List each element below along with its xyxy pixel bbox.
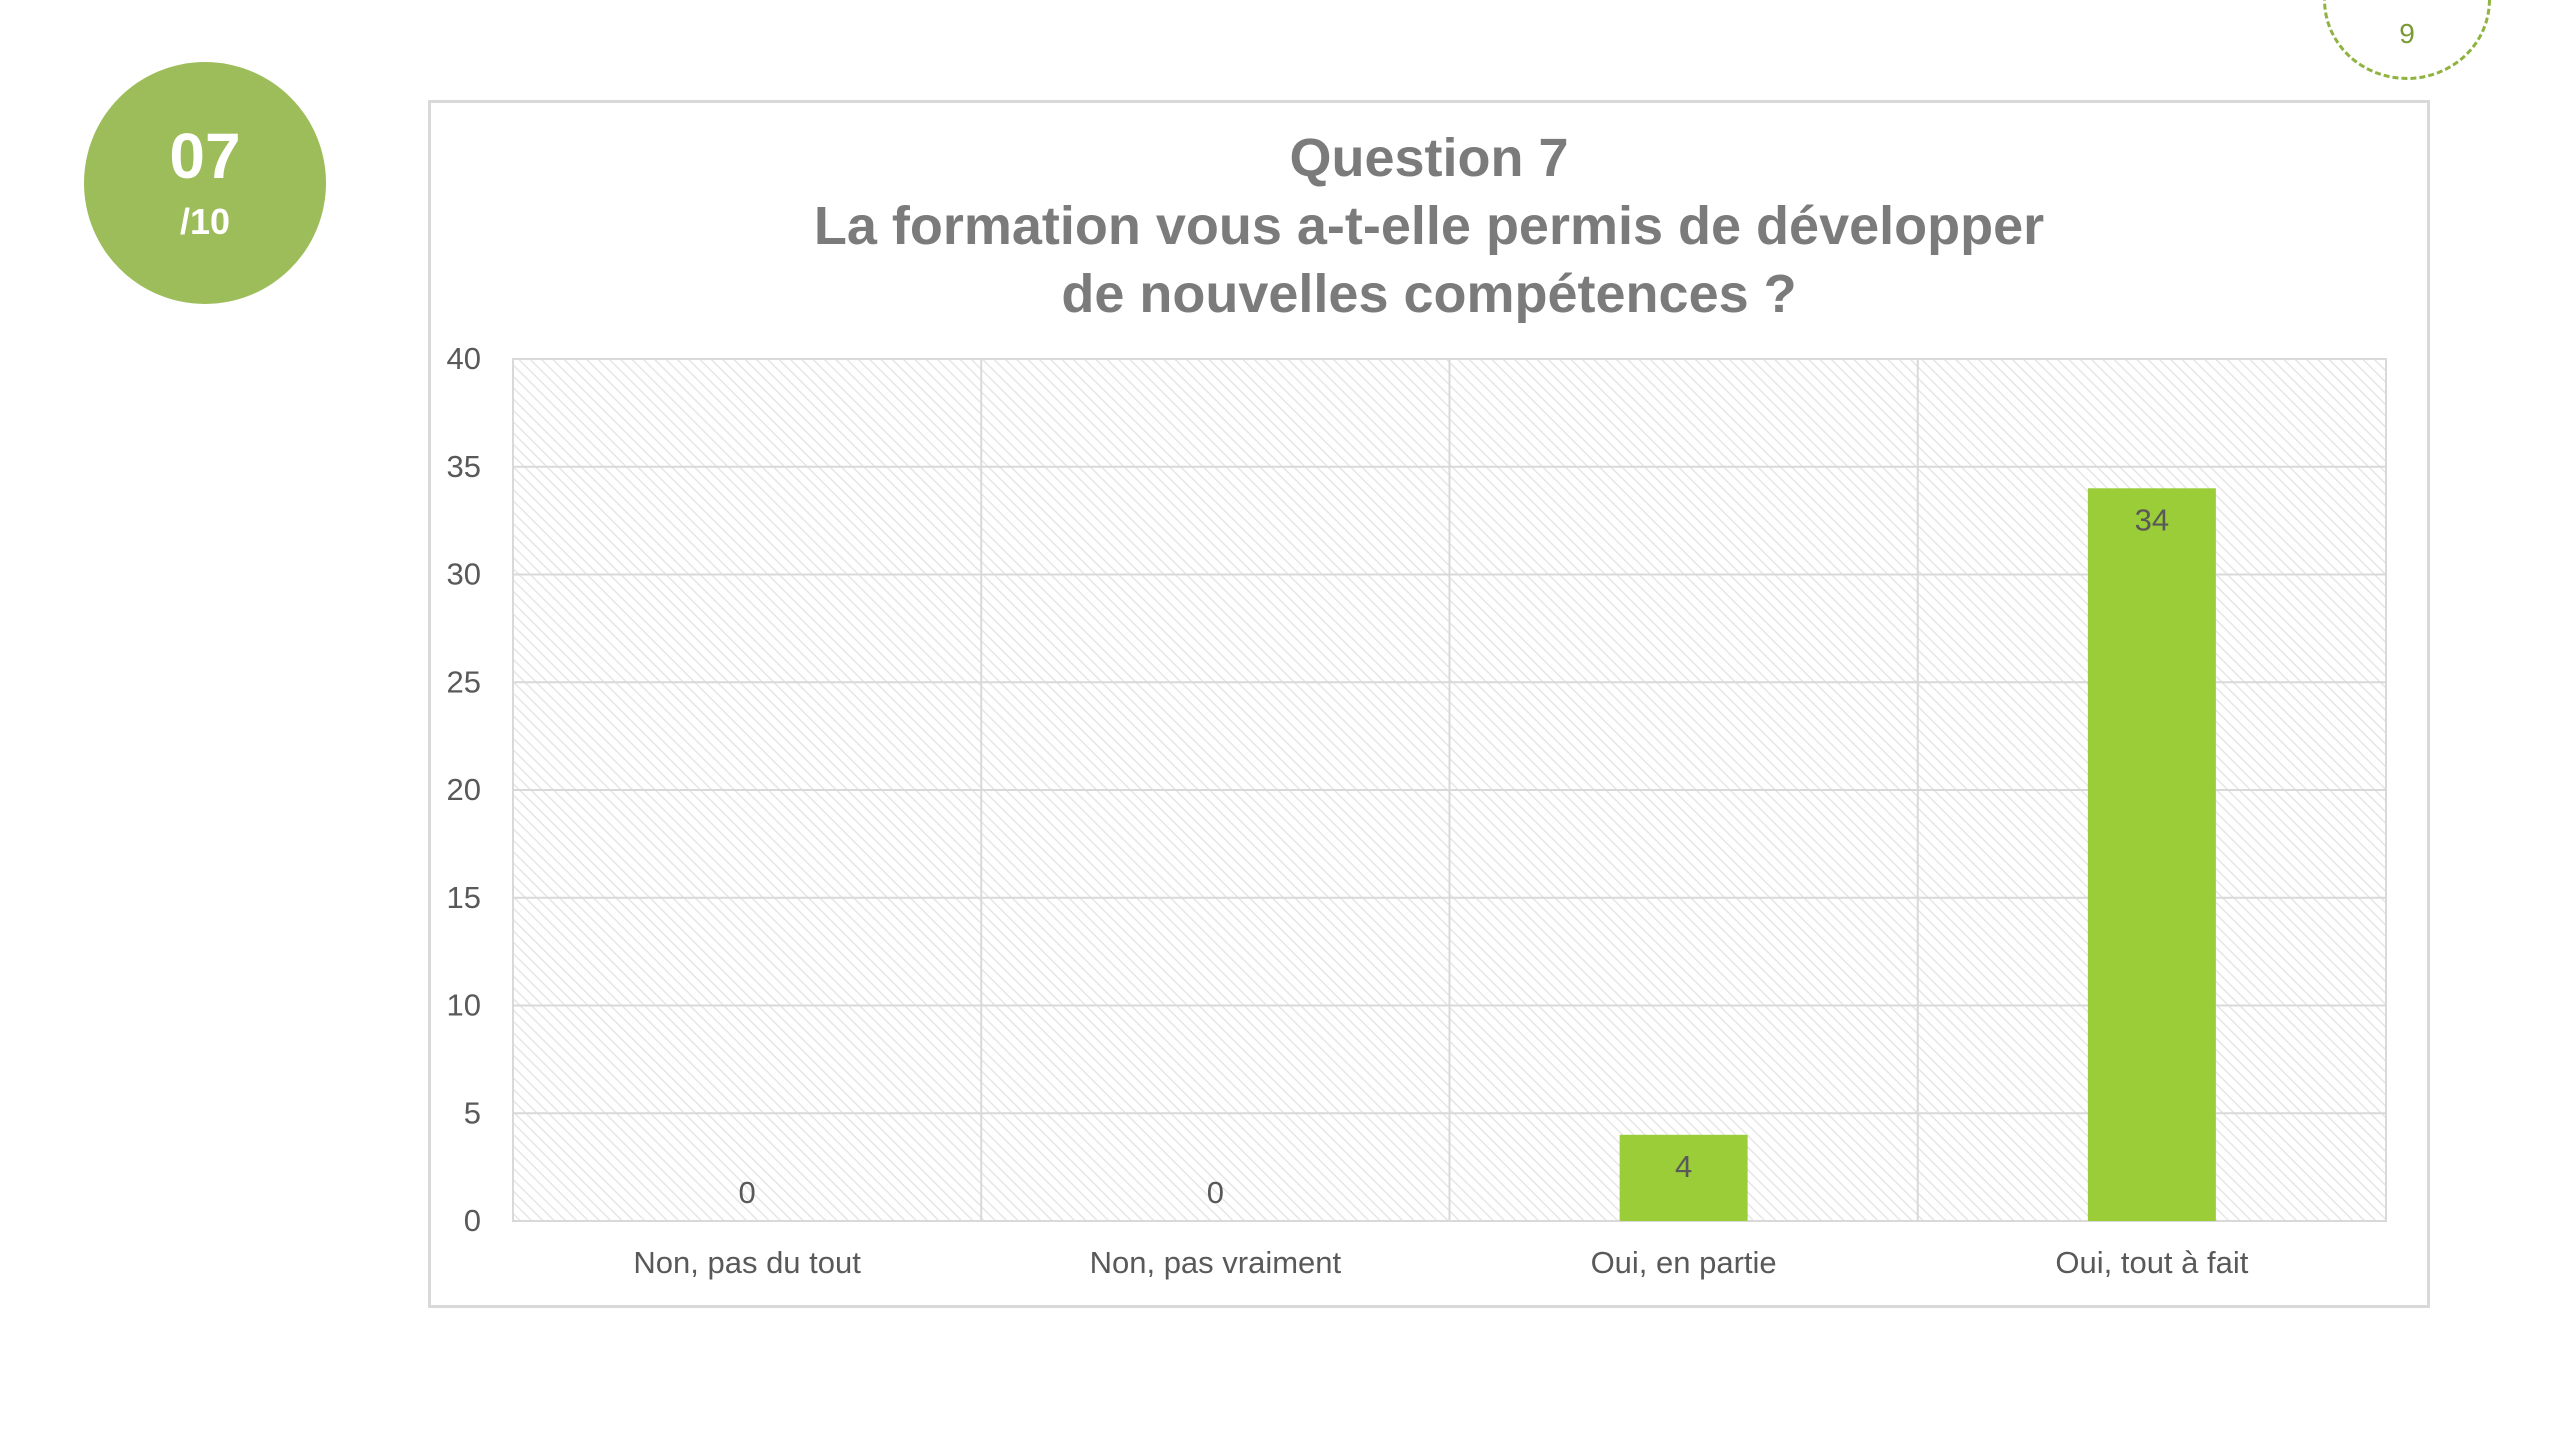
question-total: /10 (179, 201, 231, 242)
chart-title-line-2: La formation vous a-t-elle permis de dév… (813, 196, 2045, 256)
data-label: 4 (1675, 1149, 1692, 1184)
data-label: 0 (739, 1175, 756, 1210)
data-label: 34 (2135, 502, 2169, 537)
y-tick-label: 5 (464, 1095, 481, 1130)
chart-title-line-3: de nouvelles compétences ? (1061, 264, 1797, 324)
bar (1619, 1134, 1748, 1221)
y-tick-label: 10 (447, 988, 481, 1023)
question-badge: 07 /10 (84, 62, 326, 304)
y-tick-label: 30 (447, 557, 481, 592)
bar (2087, 488, 2216, 1221)
y-tick-label: 40 (447, 341, 481, 376)
x-tick-label: Non, pas du tout (633, 1245, 861, 1280)
y-tick-label: 20 (447, 772, 481, 807)
x-tick-label: Non, pas vraiment (1090, 1245, 1342, 1280)
page-number: 9 (2399, 18, 2415, 49)
question-number: 07 (169, 120, 241, 192)
chart-title: Question 7 La formation vous a-t-elle pe… (428, 124, 2430, 328)
x-tick-label: Oui, en partie (1591, 1245, 1777, 1280)
y-tick-label: 0 (464, 1203, 481, 1238)
data-label: 0 (1207, 1175, 1224, 1210)
y-tick-label: 25 (447, 664, 481, 699)
chart-title-line-1: Question 7 (1289, 128, 1569, 188)
y-tick-label: 15 (447, 880, 481, 915)
y-tick-label: 35 (447, 449, 481, 484)
x-tick-label: Oui, tout à fait (2055, 1245, 2248, 1280)
